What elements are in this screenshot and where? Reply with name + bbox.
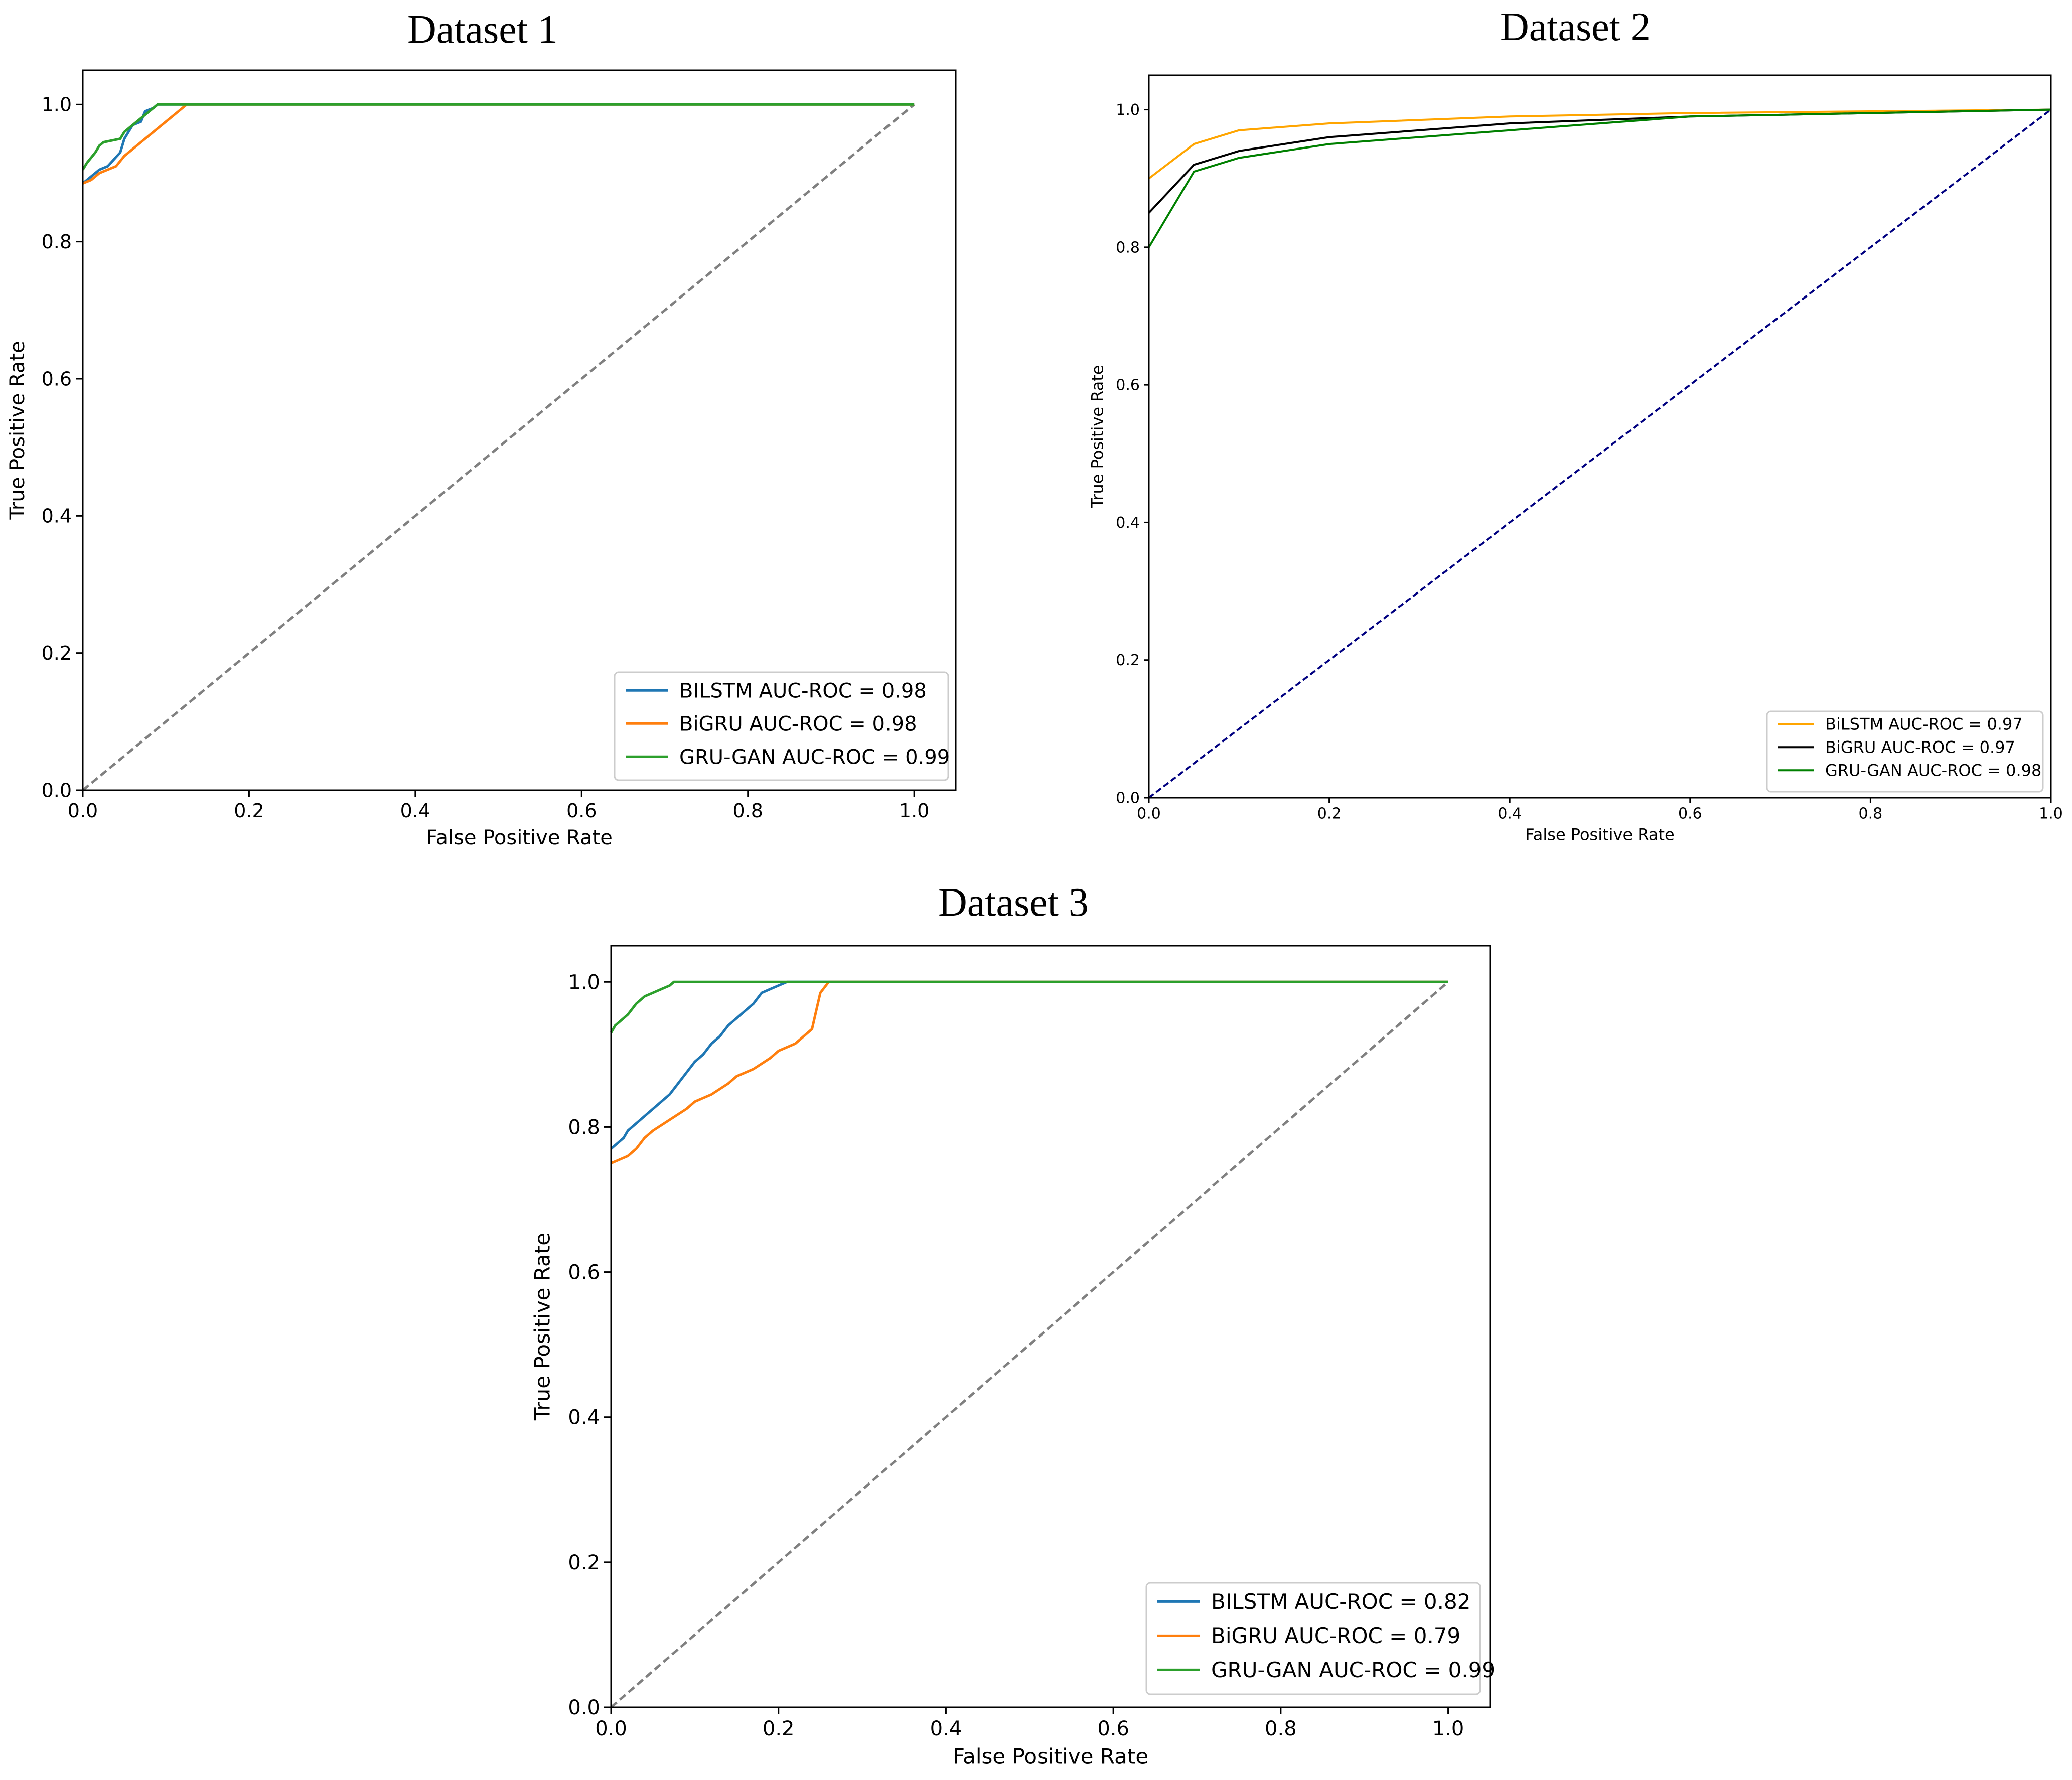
x-tick-label: 0.8: [1265, 1717, 1297, 1740]
chart-title: Dataset 1: [407, 8, 558, 52]
chart-title: Dataset 3: [938, 880, 1089, 925]
y-tick-label: 0.8: [1116, 239, 1140, 256]
y-tick-label: 0.8: [42, 231, 72, 253]
y-axis-label: True Positive Rate: [6, 341, 29, 520]
chance-diagonal-line: [1148, 108, 2052, 799]
roc-chart-3: Dataset 3 0.00.0 0.2 0.2 0.4 0.4 0.6 0.6 0.8 0.8 1…: [530, 880, 1495, 1769]
y-tick-label: 0.2: [568, 1551, 600, 1574]
plot-frame: [82, 69, 957, 791]
x-tick-label: 0.0: [68, 800, 98, 822]
y-tick-label: 0.2: [1116, 652, 1140, 669]
y-tick-label: 0.0: [42, 779, 72, 801]
series-line-2: [611, 980, 1448, 1164]
x-axis-label: False Positive Rate: [953, 1744, 1148, 1769]
legend: BiLSTM AUC-ROC = 0.97 BiGRU AUC-ROC = 0.9…: [1766, 710, 2044, 793]
legend-label-1: BILSTM AUC-ROC = 0.98: [679, 679, 927, 702]
roc-chart-1: Dataset 1 0.00.0 0.2 0.2 0.4 0.4 0.6 0.6 0.8 0.8 1…: [6, 8, 957, 849]
x-tick-label: 0.2: [763, 1717, 795, 1740]
x-tick-label: 0.6: [566, 800, 597, 822]
legend-label-3: GRU-GAN AUC-ROC = 0.98: [1825, 761, 2041, 780]
legend-label-1: BILSTM AUC-ROC = 0.82: [1211, 1589, 1470, 1614]
legend-label-3: GRU-GAN AUC-ROC = 0.99: [1211, 1658, 1495, 1682]
x-tick-label: 0.0: [595, 1717, 627, 1740]
y-tick-label: 1.0: [1116, 101, 1140, 119]
legend-label-3: GRU-GAN AUC-ROC = 0.99: [679, 746, 950, 769]
x-tick-label: 0.0: [1137, 805, 1161, 823]
y-axis-label: True Positive Rate: [1088, 365, 1107, 508]
y-tick-label: 0.0: [568, 1696, 600, 1719]
y-tick-label: 0.8: [568, 1116, 600, 1139]
x-tick-label: 0.4: [930, 1717, 962, 1740]
x-tick-label: 1.0: [2039, 805, 2063, 823]
y-tick-label: 0.0: [1116, 790, 1140, 807]
y-tick-label: 0.4: [42, 505, 72, 527]
plot-frame: [610, 945, 1491, 1708]
legend-label-1: BiLSTM AUC-ROC = 0.97: [1825, 715, 2023, 734]
x-axis-label: False Positive Rate: [1525, 825, 1674, 844]
chart-title: Dataset 2: [1500, 5, 1651, 49]
legend-label-2: BiGRU AUC-ROC = 0.98: [679, 712, 917, 735]
x-tick-label: 0.4: [400, 800, 430, 822]
y-tick-label: 0.4: [568, 1406, 600, 1429]
legend-box: [614, 671, 949, 781]
legend-box: [1145, 1582, 1481, 1695]
y-tick-label: 0.6: [1116, 377, 1140, 394]
legend: BILSTM AUC-ROC = 0.82 BiGRU AUC-ROC = 0.7…: [1145, 1582, 1495, 1695]
legend-box: [1766, 710, 2044, 793]
x-tick-label: 0.2: [1317, 805, 1342, 823]
series-line-2: [82, 103, 915, 185]
x-tick-label: 0.6: [1678, 805, 1702, 823]
y-tick-label: 0.6: [568, 1261, 600, 1284]
y-tick-label: 0.6: [42, 368, 72, 390]
y-tick-label: 0.4: [1116, 514, 1140, 532]
legend-label-2: BiGRU AUC-ROC = 0.97: [1825, 738, 2015, 757]
series-line-1: [610, 980, 1448, 1150]
series-line-3: [81, 103, 915, 171]
x-tick-label: 0.4: [1498, 805, 1522, 823]
series-line-1: [1148, 108, 2051, 180]
legend: BILSTM AUC-ROC = 0.98 BiGRU AUC-ROC = 0.9…: [614, 671, 950, 781]
x-tick-label: 0.2: [234, 800, 264, 822]
x-tick-label: 0.8: [1859, 805, 1883, 823]
x-tick-label: 1.0: [1432, 1717, 1464, 1740]
chance-diagonal-line: [82, 103, 915, 791]
x-tick-label: 0.8: [732, 800, 763, 822]
series-line-3: [610, 980, 1448, 1033]
series-line-3: [1148, 108, 2051, 248]
roc-chart-2: Dataset 2 0.00.0 0.2 0.2 0.4 0.4 0.6 0.6 0.8 0.8 1…: [1088, 5, 2062, 844]
legend-label-2: BiGRU AUC-ROC = 0.79: [1211, 1623, 1460, 1648]
x-tick-label: 1.0: [899, 800, 929, 822]
x-axis-label: False Positive Rate: [426, 826, 613, 849]
y-axis-label: True Positive Rate: [530, 1233, 554, 1421]
x-tick-label: 0.6: [1097, 1717, 1129, 1740]
plot-frame: [1148, 74, 2052, 799]
y-tick-label: 1.0: [42, 94, 72, 116]
y-tick-label: 1.0: [568, 971, 600, 994]
y-tick-label: 0.2: [42, 642, 72, 664]
